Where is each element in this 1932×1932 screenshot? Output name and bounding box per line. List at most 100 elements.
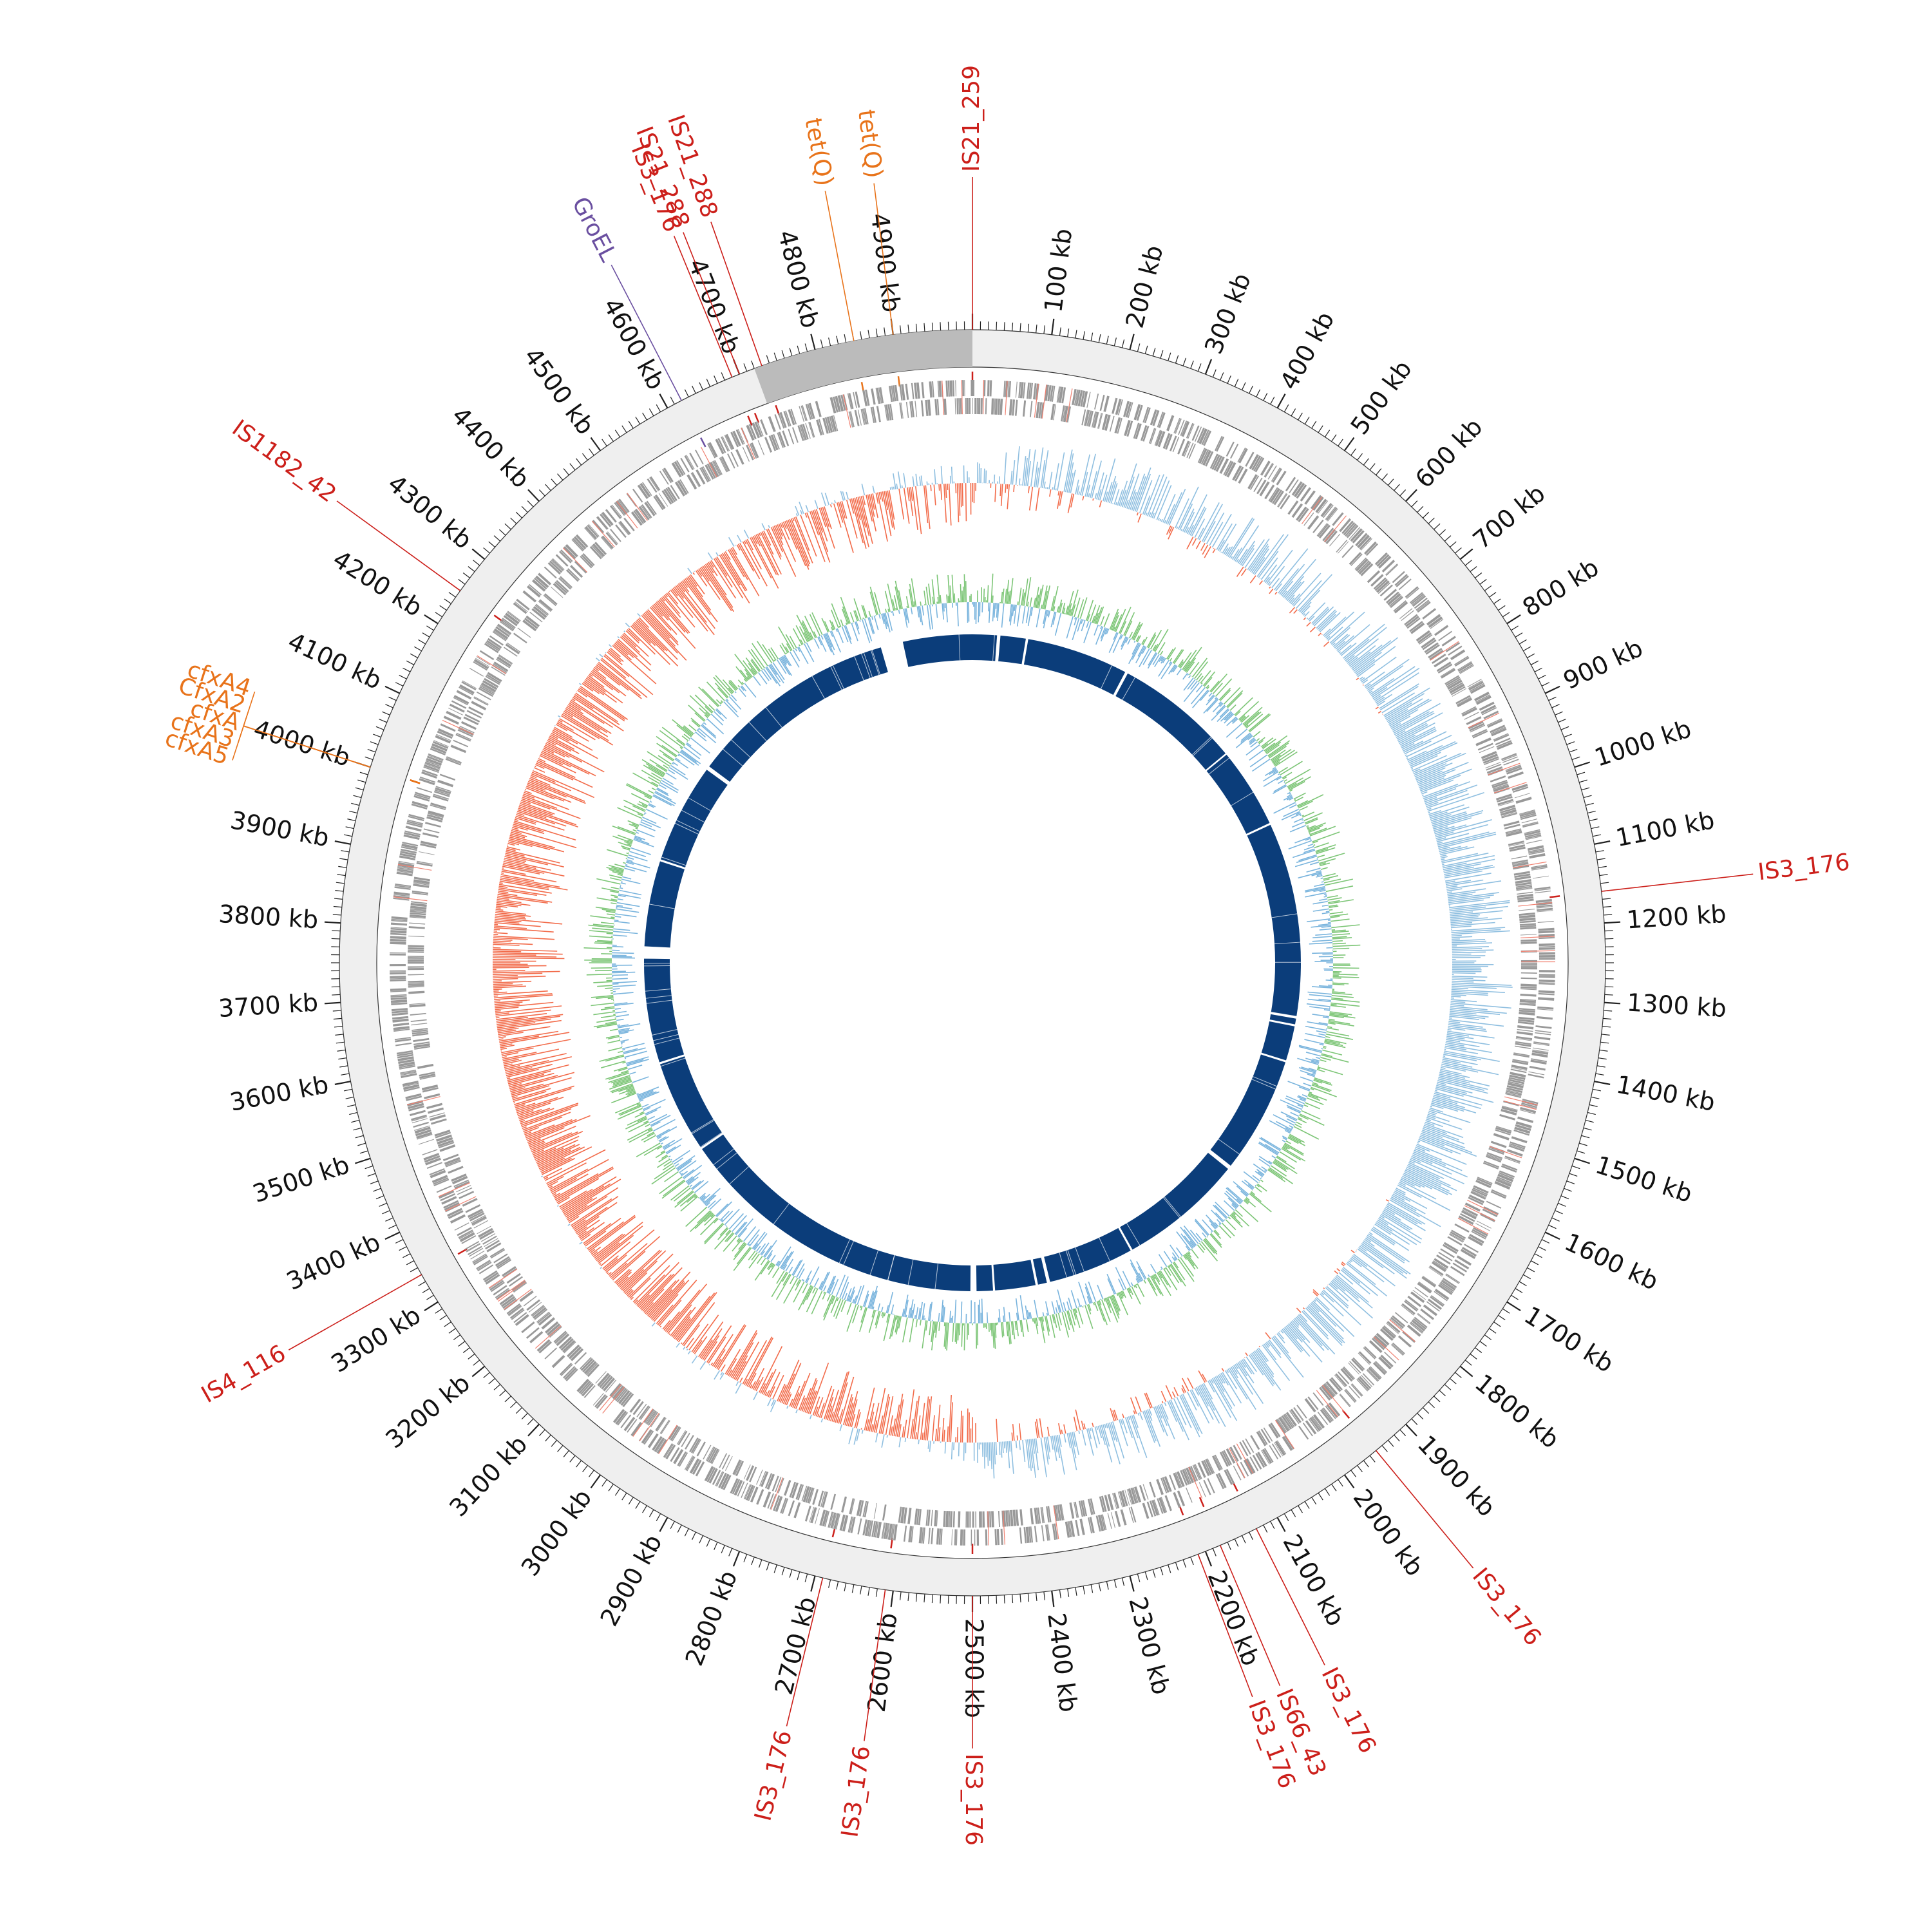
rna-feature [1034,383,1039,418]
minor-tick [1591,1096,1600,1099]
minor-tick [1548,1224,1557,1229]
minor-tick [1019,1594,1021,1603]
minor-tick [499,1390,506,1397]
minor-tick [335,1034,344,1036]
homology-break [700,1132,723,1148]
minor-tick [1515,1288,1523,1293]
backbone-band [339,330,1605,1596]
backbone-inner-edge [376,366,1569,1559]
minor-tick [1075,330,1077,339]
minor-tick [1234,1539,1239,1547]
homology-break [895,643,902,669]
minor-tick [1399,489,1406,497]
minor-tick [884,327,886,336]
minor-tick [836,1581,839,1590]
tick-label: 3900 kb [228,806,331,852]
major-tick [1459,548,1473,560]
minor-tick [773,352,777,361]
minor-tick [545,1434,551,1442]
annotation-label: tet(Q) [853,108,887,180]
homology-break [1253,1076,1277,1087]
homology-break [811,676,825,699]
minor-tick [1106,336,1109,345]
minor-tick [504,523,511,530]
rna-feature [393,896,428,902]
homology-break [1209,1150,1231,1167]
rna-feature [842,394,851,428]
minor-tick [341,850,350,853]
rna-feature [741,427,755,460]
annotation-leader [1601,873,1754,892]
rna-feature [1457,1218,1489,1235]
minor-tick [410,653,418,658]
major-tick [334,1081,351,1085]
minor-tick [1357,1465,1363,1473]
rna-feature [1236,1443,1254,1474]
gc-skew-track [492,446,1513,1479]
rna-feature [1274,1420,1295,1449]
gc-skew-positive [533,446,1513,1479]
minor-tick [410,1267,418,1273]
minor-tick [797,1571,800,1580]
minor-tick [375,1195,384,1200]
minor-tick [1381,473,1388,480]
minor-tick [563,1450,569,1457]
homology-break [1099,1237,1110,1262]
minor-tick [365,756,374,761]
tick-label: 1900 kb [1412,1430,1501,1522]
rna-feature [1321,1385,1345,1412]
minor-tick [1160,350,1164,359]
major-tick [527,489,540,502]
rna-feature [1228,1447,1245,1479]
minor-tick [332,914,341,916]
minor-tick [1589,819,1598,822]
minor-tick [1558,1202,1566,1207]
minor-tick [1241,1535,1246,1544]
tick-label: 2600 kb [862,1611,903,1714]
tick-label: 2900 kb [594,1530,667,1631]
minor-tick [860,1586,862,1595]
minor-tick [601,1479,607,1487]
minor-tick [1387,478,1394,486]
minor-tick [797,345,800,354]
minor-tick [332,1010,341,1012]
minor-tick [473,1359,480,1366]
homology-break [887,1255,895,1280]
minor-tick [527,1418,534,1425]
minor-tick [510,517,517,524]
minor-tick [468,566,475,573]
minor-tick [1043,325,1046,334]
minor-tick [422,632,430,638]
annotation-label: IS3_176 [1316,1663,1381,1757]
minor-tick [1113,337,1117,346]
homology-break [645,989,671,992]
minor-tick [339,858,348,860]
minor-tick [1144,345,1148,354]
homology-break [723,748,743,766]
tick-label: 600 kb [1410,413,1488,493]
minor-tick [453,1334,461,1340]
rna-feature [488,1268,518,1289]
minor-tick [1519,1281,1527,1287]
minor-tick [1256,389,1261,397]
minor-tick [677,1524,682,1533]
minor-tick [743,363,748,372]
annotation-leader [336,500,461,591]
rna-feature [701,446,717,478]
minor-tick [426,1294,434,1300]
minor-tick [1363,1460,1369,1468]
homology-break [1209,757,1230,775]
minor-tick [493,1384,501,1390]
minor-tick [1324,430,1331,437]
annotation-label: IS3_176 [750,1728,797,1824]
homology-break [830,666,842,690]
tick-label: 1600 kb [1560,1227,1663,1296]
minor-tick [1394,484,1400,491]
rna-feature [616,500,638,529]
minor-tick [899,1591,902,1600]
minor-tick [915,1593,918,1602]
minor-tick [1434,1396,1441,1403]
minor-tick [751,1557,755,1566]
minor-tick [836,336,839,345]
